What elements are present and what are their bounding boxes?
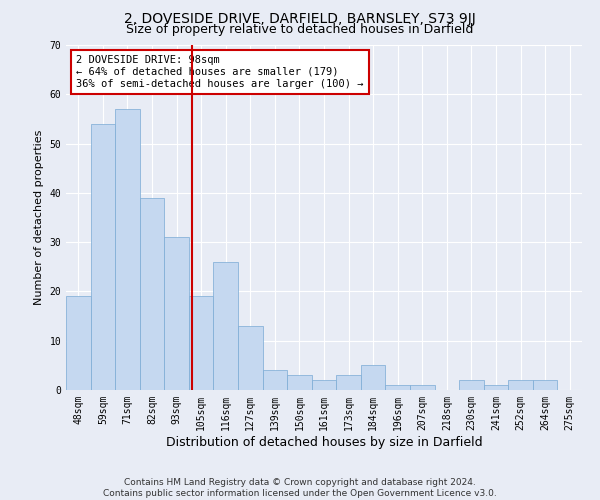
Text: Size of property relative to detached houses in Darfield: Size of property relative to detached ho… — [127, 22, 473, 36]
Text: 2, DOVESIDE DRIVE, DARFIELD, BARNSLEY, S73 9JJ: 2, DOVESIDE DRIVE, DARFIELD, BARNSLEY, S… — [124, 12, 476, 26]
Bar — [459, 380, 484, 390]
Bar — [66, 296, 91, 390]
Bar — [91, 124, 115, 390]
Bar — [533, 380, 557, 390]
Bar — [140, 198, 164, 390]
Text: 2 DOVESIDE DRIVE: 98sqm
← 64% of detached houses are smaller (179)
36% of semi-d: 2 DOVESIDE DRIVE: 98sqm ← 64% of detache… — [76, 56, 364, 88]
X-axis label: Distribution of detached houses by size in Darfield: Distribution of detached houses by size … — [166, 436, 482, 448]
Bar — [238, 326, 263, 390]
Bar — [484, 385, 508, 390]
Bar — [410, 385, 434, 390]
Bar — [287, 375, 312, 390]
Bar — [508, 380, 533, 390]
Bar — [361, 366, 385, 390]
Bar — [385, 385, 410, 390]
Bar — [263, 370, 287, 390]
Bar — [336, 375, 361, 390]
Text: Contains HM Land Registry data © Crown copyright and database right 2024.
Contai: Contains HM Land Registry data © Crown c… — [103, 478, 497, 498]
Bar — [189, 296, 214, 390]
Y-axis label: Number of detached properties: Number of detached properties — [34, 130, 44, 305]
Bar — [164, 237, 189, 390]
Bar — [115, 109, 140, 390]
Bar — [214, 262, 238, 390]
Bar — [312, 380, 336, 390]
